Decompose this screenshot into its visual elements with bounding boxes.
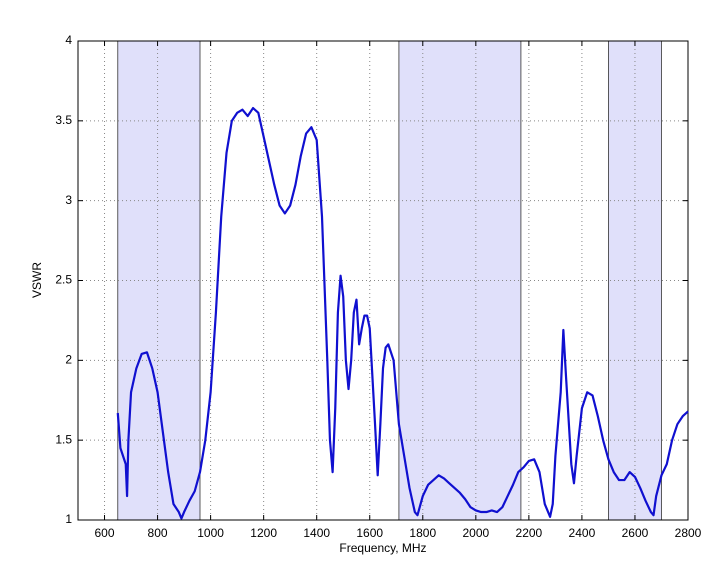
x-axis-label: Frequency, MHz	[339, 541, 426, 555]
x-tick-label: 1800	[409, 526, 436, 540]
x-tick-label: 2200	[516, 526, 543, 540]
x-tick-label: 2000	[462, 526, 489, 540]
y-tick-label: 1	[65, 512, 72, 526]
x-tick-label: 600	[95, 526, 115, 540]
y-tick-label: 2	[65, 353, 72, 367]
x-tick-label: 1000	[197, 526, 224, 540]
data-line	[116, 106, 689, 520]
x-tick-label: 800	[148, 526, 168, 540]
plot-frame	[77, 40, 689, 521]
y-tick-label: 3.5	[55, 113, 72, 127]
y-tick-label: 4	[65, 33, 72, 47]
x-tick-label: 1600	[356, 526, 383, 540]
y-tick-label: 3	[65, 193, 72, 207]
x-tick-label: 2600	[622, 526, 649, 540]
x-tick-label: 1400	[303, 526, 330, 540]
y-tick-label: 1.5	[55, 432, 72, 446]
x-tick-label: 1200	[250, 526, 277, 540]
y-tick-label: 2.5	[55, 273, 72, 287]
x-tick-label: 2800	[675, 526, 702, 540]
x-tick-label: 2400	[569, 526, 596, 540]
y-axis-label: VSWR	[30, 262, 44, 298]
